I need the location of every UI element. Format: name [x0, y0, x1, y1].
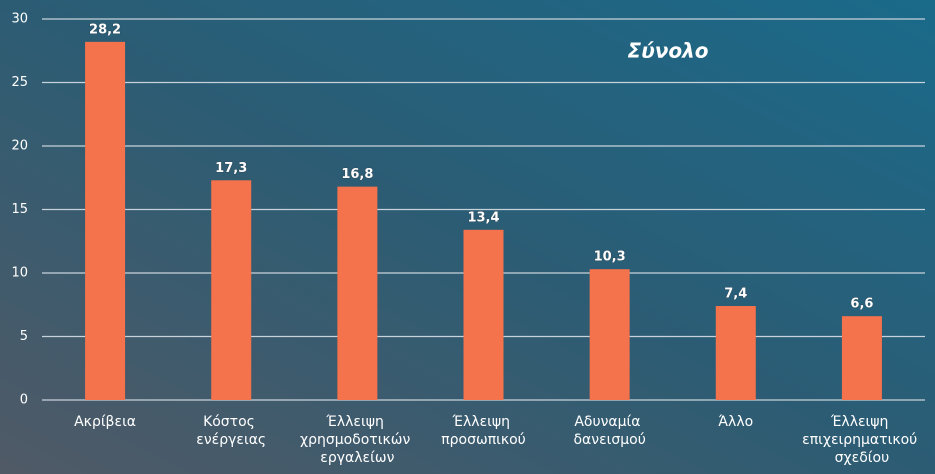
x-tick-label: Αδυναμία δανεισμού	[573, 414, 645, 448]
y-tick-label: 5	[20, 329, 28, 344]
value-label: 28,2	[89, 22, 121, 37]
value-label: 6,6	[850, 297, 873, 312]
y-tick-label: 20	[11, 139, 28, 154]
value-label: 7,4	[724, 287, 747, 302]
value-label: 16,8	[341, 167, 373, 182]
x-tick-label: Έλλειψη προσωπικού	[441, 414, 526, 448]
x-tick-label: Κόστος ενέργειας	[196, 414, 266, 448]
bar	[85, 41, 126, 401]
y-tick-label: 15	[11, 202, 28, 217]
bar	[589, 269, 630, 400]
bar	[337, 186, 378, 400]
bar	[211, 180, 252, 400]
x-tick-label: Έλλειψη επιχειρηματικού σχεδίου	[802, 414, 922, 466]
x-tick-label: Έλλειψη χρησμοδοτικών εργαλείων	[300, 414, 415, 466]
y-tick-label: 10	[11, 266, 28, 281]
y-tick-label: 25	[11, 75, 28, 90]
y-tick-label: 0	[20, 393, 28, 408]
x-tick-label: Άλλο	[718, 414, 753, 430]
value-label: 10,3	[594, 250, 626, 265]
x-tick-label: Ακρίβεια	[74, 414, 136, 430]
bar	[841, 316, 882, 400]
bar	[463, 229, 504, 400]
y-tick-label: 30	[11, 12, 28, 27]
value-label: 13,4	[467, 210, 499, 225]
chart-title: Σύνολο	[628, 39, 709, 63]
value-label: 17,3	[215, 161, 247, 176]
bar	[715, 306, 756, 400]
